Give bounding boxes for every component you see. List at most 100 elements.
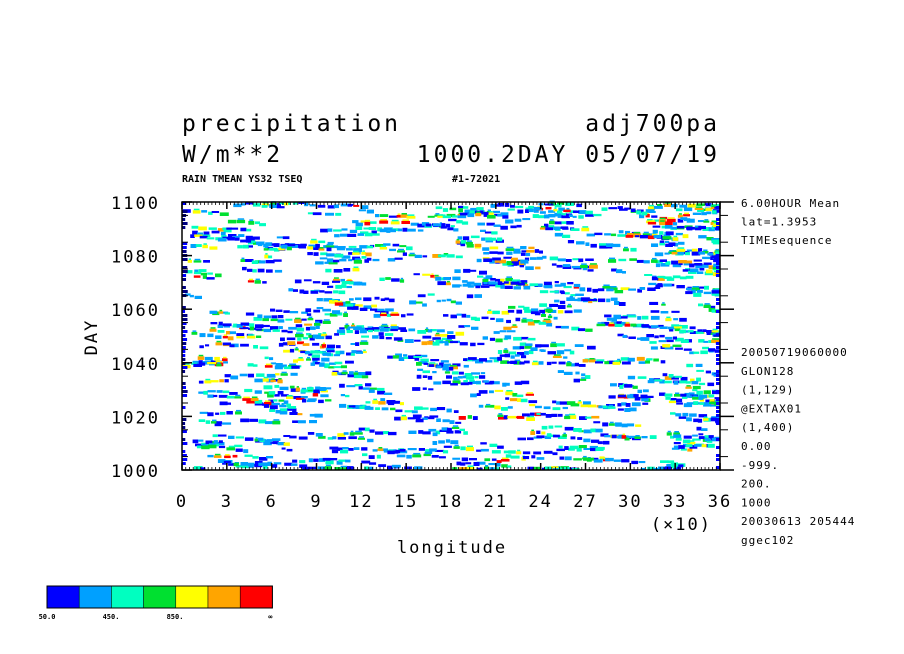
precip-cell-edge [182, 258, 188, 261]
precip-cell [463, 364, 469, 368]
precip-cell [563, 356, 568, 359]
precip-cell-edge [182, 418, 187, 421]
precip-cell [438, 254, 446, 258]
precip-cell [562, 265, 572, 269]
precip-cell [513, 286, 521, 290]
precip-cell [503, 349, 509, 353]
precip-cell [554, 221, 562, 225]
precip-cell [542, 320, 552, 324]
precip-cell [333, 259, 340, 263]
precip-cell [530, 310, 539, 315]
precip-cell [695, 363, 703, 367]
precip-cell [289, 363, 297, 365]
precip-cell [379, 247, 388, 250]
precip-cell [460, 382, 469, 386]
precip-cell [334, 277, 339, 279]
precip-cell [348, 448, 354, 451]
precip-cell [689, 331, 699, 334]
precip-cell [687, 441, 696, 445]
precip-cell-edge [716, 258, 720, 261]
precip-cell [614, 290, 624, 294]
precip-cell [309, 336, 315, 341]
precip-cell [649, 435, 657, 439]
precip-cell [365, 252, 372, 257]
precip-cell-edge [182, 338, 188, 341]
precip-cell [264, 391, 269, 394]
precip-cell [472, 359, 480, 362]
precip-cell [606, 243, 614, 247]
precip-cell [578, 328, 586, 332]
units-label: W/m**2 [182, 142, 283, 168]
precip-cell [455, 255, 463, 259]
precip-cell [485, 240, 494, 243]
precip-cell [686, 444, 693, 447]
precip-cell [602, 286, 611, 289]
precip-cell [315, 325, 320, 329]
precip-cell [677, 252, 685, 255]
precip-cell [652, 257, 657, 260]
precip-cell [672, 275, 681, 279]
precip-cell [193, 275, 201, 278]
precip-cell [228, 234, 237, 237]
precip-cell-edge [182, 430, 187, 433]
precip-cell [372, 400, 378, 404]
precip-cell [314, 413, 323, 418]
precip-cell [699, 402, 706, 405]
precip-cell [463, 358, 468, 361]
precip-cell [322, 332, 327, 334]
precip-cell [216, 442, 225, 446]
precip-cell [435, 449, 445, 452]
precip-cell [230, 375, 239, 380]
precip-cell [484, 466, 490, 470]
precip-cell [495, 463, 501, 467]
precip-cell [697, 208, 705, 212]
precip-cell [352, 220, 359, 224]
precip-cell [272, 438, 281, 441]
precip-cell [316, 298, 323, 302]
precip-cell [279, 411, 288, 415]
precip-cell [705, 370, 711, 374]
precip-cell [504, 285, 513, 289]
precip-cell [513, 336, 522, 341]
colorbar: 50.0 450. 850. ∞ [39, 585, 273, 621]
precip-cell [372, 327, 380, 330]
precip-cell [432, 432, 438, 437]
precip-cell [212, 419, 217, 422]
precip-cell [689, 445, 698, 449]
precip-cell [629, 258, 637, 261]
precip-cell [422, 407, 429, 410]
precip-cell [207, 333, 214, 338]
precip-cell [422, 303, 427, 307]
precip-cell [668, 326, 676, 330]
precip-cell [706, 237, 714, 241]
precip-cell [607, 245, 613, 249]
precip-cell [347, 233, 357, 237]
precip-cell-edge [716, 414, 720, 417]
precip-cell [404, 410, 413, 413]
precip-cell [496, 460, 502, 463]
precip-cell [267, 393, 274, 398]
precip-cell [247, 241, 254, 245]
precip-cell [617, 333, 624, 337]
precip-cell [544, 203, 554, 206]
precip-cell-edge [182, 250, 187, 253]
side-info-line: lat=1.3953 [741, 216, 817, 229]
precip-cell [198, 439, 204, 442]
precip-cell [587, 457, 594, 461]
precip-cell [490, 278, 496, 281]
precip-cell [204, 356, 213, 361]
precip-cell [290, 244, 299, 248]
precip-cell [377, 448, 384, 451]
precip-cell [208, 444, 217, 449]
precip-cell [581, 263, 587, 265]
precip-cell [219, 212, 229, 216]
precip-cell [340, 394, 345, 397]
precip-cell [605, 457, 614, 462]
precip-cell [703, 304, 711, 308]
precip-cell [610, 321, 618, 325]
precip-cell [583, 448, 591, 450]
precip-cell [673, 235, 678, 238]
precip-cell [283, 435, 291, 437]
precip-cell [345, 459, 351, 463]
precip-cell [334, 234, 340, 238]
